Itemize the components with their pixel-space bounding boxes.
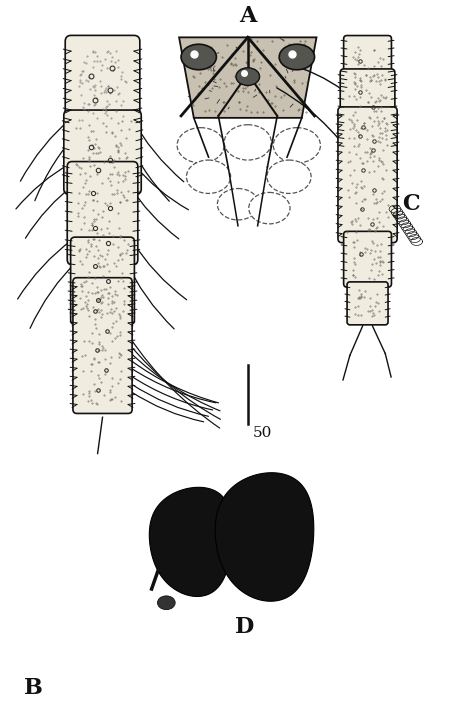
Ellipse shape [181, 45, 217, 70]
Ellipse shape [236, 67, 260, 85]
FancyBboxPatch shape [71, 237, 135, 325]
Ellipse shape [186, 160, 231, 193]
FancyBboxPatch shape [344, 35, 392, 96]
FancyBboxPatch shape [88, 188, 117, 202]
Ellipse shape [273, 128, 320, 163]
Polygon shape [215, 472, 314, 601]
Ellipse shape [224, 125, 271, 160]
FancyBboxPatch shape [87, 126, 118, 142]
FancyBboxPatch shape [65, 35, 140, 136]
FancyBboxPatch shape [344, 231, 392, 287]
FancyBboxPatch shape [338, 107, 397, 243]
Ellipse shape [218, 189, 259, 220]
Polygon shape [149, 488, 232, 597]
Ellipse shape [249, 192, 290, 224]
Text: C: C [402, 193, 419, 215]
Ellipse shape [279, 45, 315, 70]
FancyBboxPatch shape [355, 91, 380, 103]
Ellipse shape [177, 128, 224, 163]
Ellipse shape [157, 596, 175, 610]
FancyBboxPatch shape [355, 151, 380, 164]
Text: B: B [24, 677, 43, 699]
Ellipse shape [267, 160, 311, 193]
FancyBboxPatch shape [89, 257, 116, 271]
FancyBboxPatch shape [64, 110, 141, 195]
FancyBboxPatch shape [90, 319, 115, 333]
FancyBboxPatch shape [340, 69, 395, 155]
Text: A: A [239, 4, 256, 27]
Text: D: D [235, 615, 254, 638]
FancyBboxPatch shape [73, 278, 132, 414]
FancyBboxPatch shape [67, 162, 138, 264]
Text: 50: 50 [253, 426, 272, 440]
Polygon shape [179, 37, 317, 118]
FancyBboxPatch shape [355, 238, 380, 251]
FancyBboxPatch shape [356, 283, 379, 296]
FancyBboxPatch shape [347, 282, 388, 325]
